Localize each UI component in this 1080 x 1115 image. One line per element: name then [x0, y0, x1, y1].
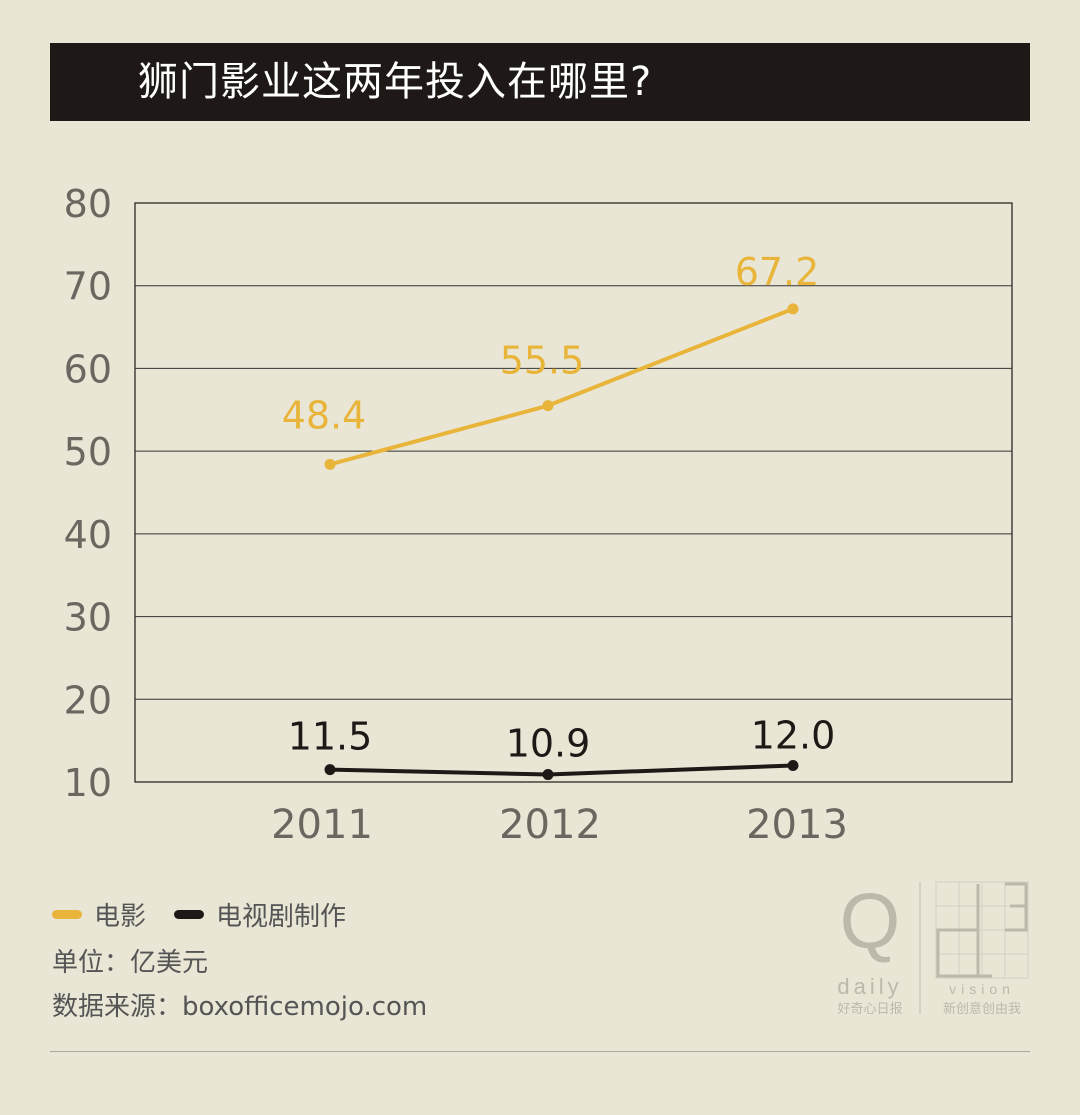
- data-label-1-0: 11.5: [288, 715, 373, 759]
- data-point-1-1: [542, 769, 554, 781]
- legend-swatch-tv: [174, 909, 204, 919]
- x-tick-label-2013: 2013: [746, 802, 848, 848]
- qdaily-logo: Q daily 好奇心日报 vision 新创意创由我: [837, 878, 1029, 1017]
- legend-label-film: 电影: [94, 901, 147, 932]
- y-tick-label-40: 40: [64, 513, 112, 557]
- legend-swatch-film: [52, 909, 82, 919]
- y-tick-label-20: 20: [64, 678, 112, 722]
- series-line-1: [329, 763, 794, 777]
- data-label-0-2: 67.2: [735, 250, 820, 294]
- data-point-1-0: [324, 764, 336, 776]
- data-label-0-1: 55.5: [500, 339, 585, 383]
- y-tick-label-80: 80: [64, 182, 112, 226]
- source-label: 数据来源：boxofficemojo.com: [52, 992, 428, 1022]
- data-point-1-2: [787, 759, 799, 771]
- y-tick-label-60: 60: [64, 347, 112, 391]
- y-tick-label-30: 30: [64, 596, 112, 640]
- logo-caption-right: 新创意创由我: [943, 1001, 1021, 1017]
- y-tick-label-50: 50: [64, 430, 112, 474]
- plot-frame: [134, 202, 1013, 783]
- series-line-0: [329, 307, 794, 467]
- legend-item-tv: 电视剧制作: [174, 896, 346, 932]
- logo-q: Q: [840, 878, 901, 965]
- legend-label-tv: 电视剧制作: [216, 901, 347, 932]
- unit-label: 单位：亿美元: [52, 948, 209, 978]
- line-chart: 10 20 30 40 50 60 70 80 2011 2012 2013 48.4 55.5 67.2…: [64, 182, 1013, 848]
- data-label-1-2: 12.0: [751, 713, 836, 757]
- legend-item-film: 电影: [52, 896, 146, 932]
- title-bar: 狮门影业这两年投入在哪里?: [50, 43, 1030, 121]
- x-tick-label-2012: 2012: [499, 802, 601, 848]
- logo-grid-icon: [935, 881, 1029, 979]
- bottom-divider: [50, 1051, 1030, 1052]
- data-point-0-2: [787, 303, 799, 315]
- logo-vision: vision: [949, 981, 1015, 997]
- data-point-0-1: [542, 400, 554, 412]
- y-tick-label-10: 10: [64, 761, 112, 805]
- x-tick-label-2011: 2011: [271, 802, 373, 848]
- data-label-0-0: 48.4: [282, 393, 367, 437]
- data-label-1-1: 10.9: [506, 722, 591, 766]
- y-tick-label-70: 70: [64, 265, 112, 309]
- logo-caption-left: 好奇心日报: [837, 1001, 902, 1017]
- chart-title: 狮门影业这两年投入在哪里?: [138, 59, 653, 105]
- logo-daily: daily: [837, 974, 902, 999]
- data-point-0-0: [324, 458, 336, 470]
